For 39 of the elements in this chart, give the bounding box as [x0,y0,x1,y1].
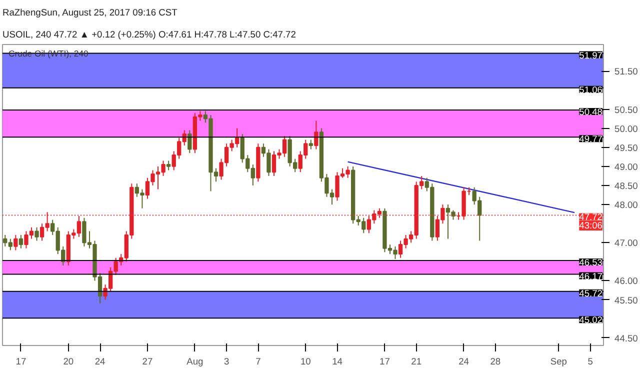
y-tick-label: 49.00 [614,162,638,172]
x-tick-label: 17 [16,356,26,366]
x-tick-label: 10 [300,356,311,366]
x-tick-label: Aug [186,356,204,366]
x-tick-label: 24 [458,356,469,366]
text: RaZhengSun, August 25, 2017 09:16 CST [2,8,178,18]
y-tick-label: 51.50 [614,66,638,77]
ref-line-label: 47.72 [579,212,602,222]
ref-line-label: 51.97 [579,50,602,60]
ref-line-label: 45.72 [579,288,602,298]
y-tick-label: 44.50 [614,333,638,344]
y-tick-label: 48.00 [614,200,638,210]
ref-line-label: 50.48 [579,107,602,118]
x-tick-label: Sep [550,356,567,366]
y-tick-label: 46.00 [614,276,638,286]
x-tick-label: 21 [411,356,422,366]
x-tick-label: 3 [224,356,230,366]
y-tick-label: 49.50 [614,142,638,153]
x-tick-label: 7 [256,356,261,366]
x-tick-label: 24 [94,356,106,366]
y-tick-label: 47.00 [614,238,638,248]
x-tick-label: 27 [142,356,153,366]
x-tick-label: 14 [332,356,342,366]
y-tick-label: 50.50 [614,104,638,115]
y-tick-label: 45.50 [614,295,638,306]
ref-line-label: 49.77 [579,134,602,144]
ref-line-label: 46.53 [579,258,602,268]
annotation: 43:06 [579,220,602,230]
ref-line-label: 45.02 [579,315,602,326]
y-tick-label: 50.00 [614,124,638,134]
x-tick-label: 28 [490,356,501,366]
x-tick-label: 5 [588,356,593,366]
x-tick-label: 20 [63,356,74,366]
chart-title: Crude Oil (WTI), 240 [8,48,89,58]
chart-subtitle: USOIL, 240 47.72 ▲ +0.12 (+0.25%) O:47.61 H:47.78 L:47.50 C:47.72 [2,30,296,40]
ref-line-label: 46.17 [579,271,602,282]
ref-line-label: 51.06 [579,84,602,95]
y-tick-label: 48.50 [614,180,638,191]
x-tick-label: 17 [380,356,390,366]
